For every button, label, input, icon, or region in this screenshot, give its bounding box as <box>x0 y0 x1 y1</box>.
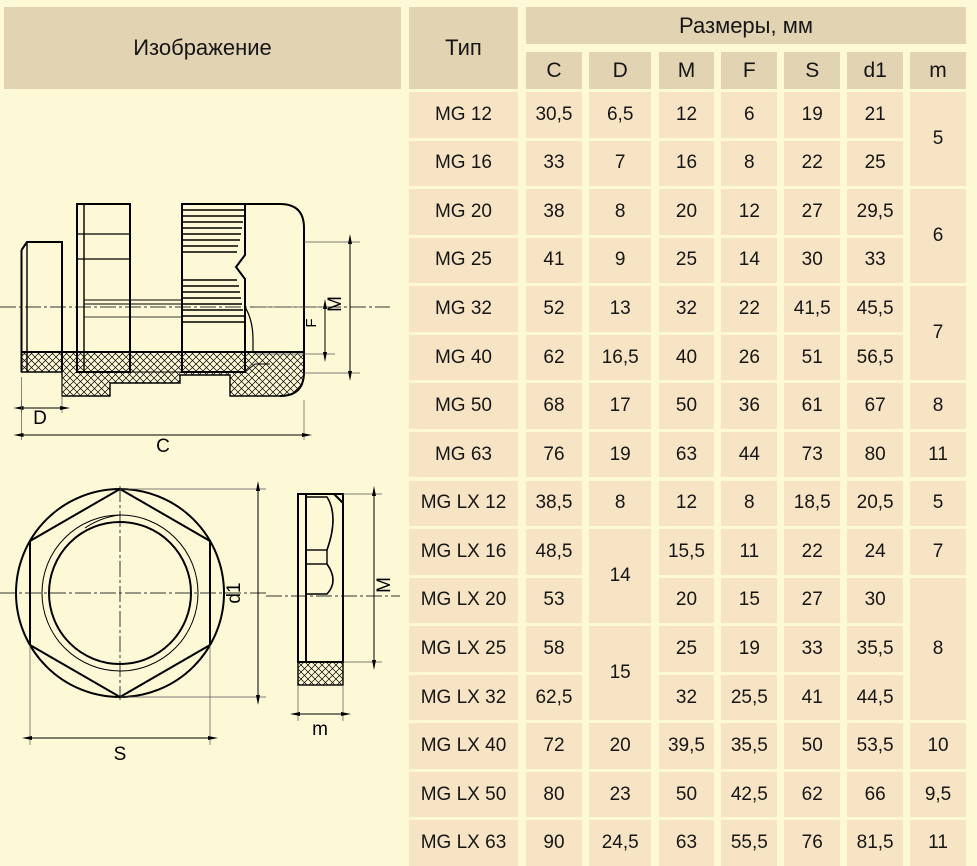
svg-text:S: S <box>114 744 127 765</box>
svg-text:D: D <box>33 408 47 429</box>
svg-text:M: M <box>325 296 346 312</box>
svg-text:F: F <box>303 318 320 327</box>
svg-text:m: m <box>312 719 328 740</box>
svg-text:d1: d1 <box>224 582 245 603</box>
svg-text:M: M <box>374 577 395 593</box>
svg-text:C: C <box>156 436 170 457</box>
